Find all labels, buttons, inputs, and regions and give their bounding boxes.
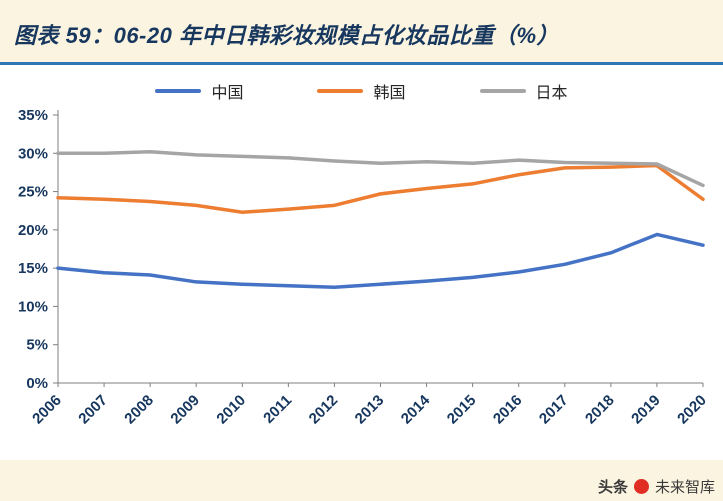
svg-text:2020: 2020 (674, 392, 710, 428)
svg-text:2014: 2014 (398, 391, 434, 427)
legend-item-china: 中国 (155, 79, 243, 103)
svg-text:2018: 2018 (582, 392, 618, 428)
china-line-swatch (155, 89, 202, 93)
svg-text:25%: 25% (18, 184, 48, 201)
korea-line-swatch (317, 89, 364, 93)
svg-text:0%: 0% (26, 375, 48, 392)
svg-text:2007: 2007 (75, 392, 111, 428)
svg-text:2012: 2012 (306, 392, 342, 428)
svg-text:2011: 2011 (260, 392, 295, 427)
watermark: 头条 未来智库 (598, 476, 715, 497)
brand-dot-icon (633, 479, 649, 494)
svg-text:2013: 2013 (352, 392, 388, 428)
svg-text:2016: 2016 (490, 392, 526, 428)
chart-panel: 中国 韩国 日本 0% 5% 10% 15% 20% 25% 30% 35% 2006 2007 2… (0, 65, 723, 460)
svg-text:2019: 2019 (628, 392, 664, 428)
svg-text:2009: 2009 (167, 392, 203, 428)
svg-text:10%: 10% (18, 298, 48, 315)
page-title: 图表 59：06-20 年中日韩彩妆规模占化妆品比重（%） (14, 23, 560, 48)
legend-label-japan: 日本 (535, 85, 568, 102)
svg-text:5%: 5% (26, 337, 48, 354)
svg-text:2015: 2015 (444, 392, 480, 428)
chart-header: 图表 59：06-20 年中日韩彩妆规模占化妆品比重（%） (0, 0, 723, 62)
watermark-brand: 头条 (597, 479, 628, 496)
watermark-account: 未来智库 (654, 479, 715, 496)
svg-text:35%: 35% (18, 107, 48, 124)
legend-item-japan: 日本 (479, 79, 568, 103)
legend-label-china: 中国 (211, 85, 244, 102)
svg-text:2008: 2008 (121, 392, 157, 428)
svg-text:2006: 2006 (29, 392, 65, 428)
title-divider (0, 62, 723, 65)
legend-label-korea: 韩国 (373, 85, 406, 102)
legend-item-korea: 韩国 (317, 79, 406, 103)
svg-text:2017: 2017 (536, 392, 572, 428)
line-chart: 0% 5% 10% 15% 20% 25% 30% 35% 2006 2007 2008 2009 20… (18, 107, 710, 428)
svg-text:20%: 20% (18, 222, 48, 239)
svg-text:2010: 2010 (213, 392, 249, 428)
svg-text:30%: 30% (18, 145, 48, 162)
svg-text:15%: 15% (18, 260, 48, 277)
japan-line-swatch (479, 89, 526, 93)
chart-legend: 中国 韩国 日本 (6, 73, 717, 105)
